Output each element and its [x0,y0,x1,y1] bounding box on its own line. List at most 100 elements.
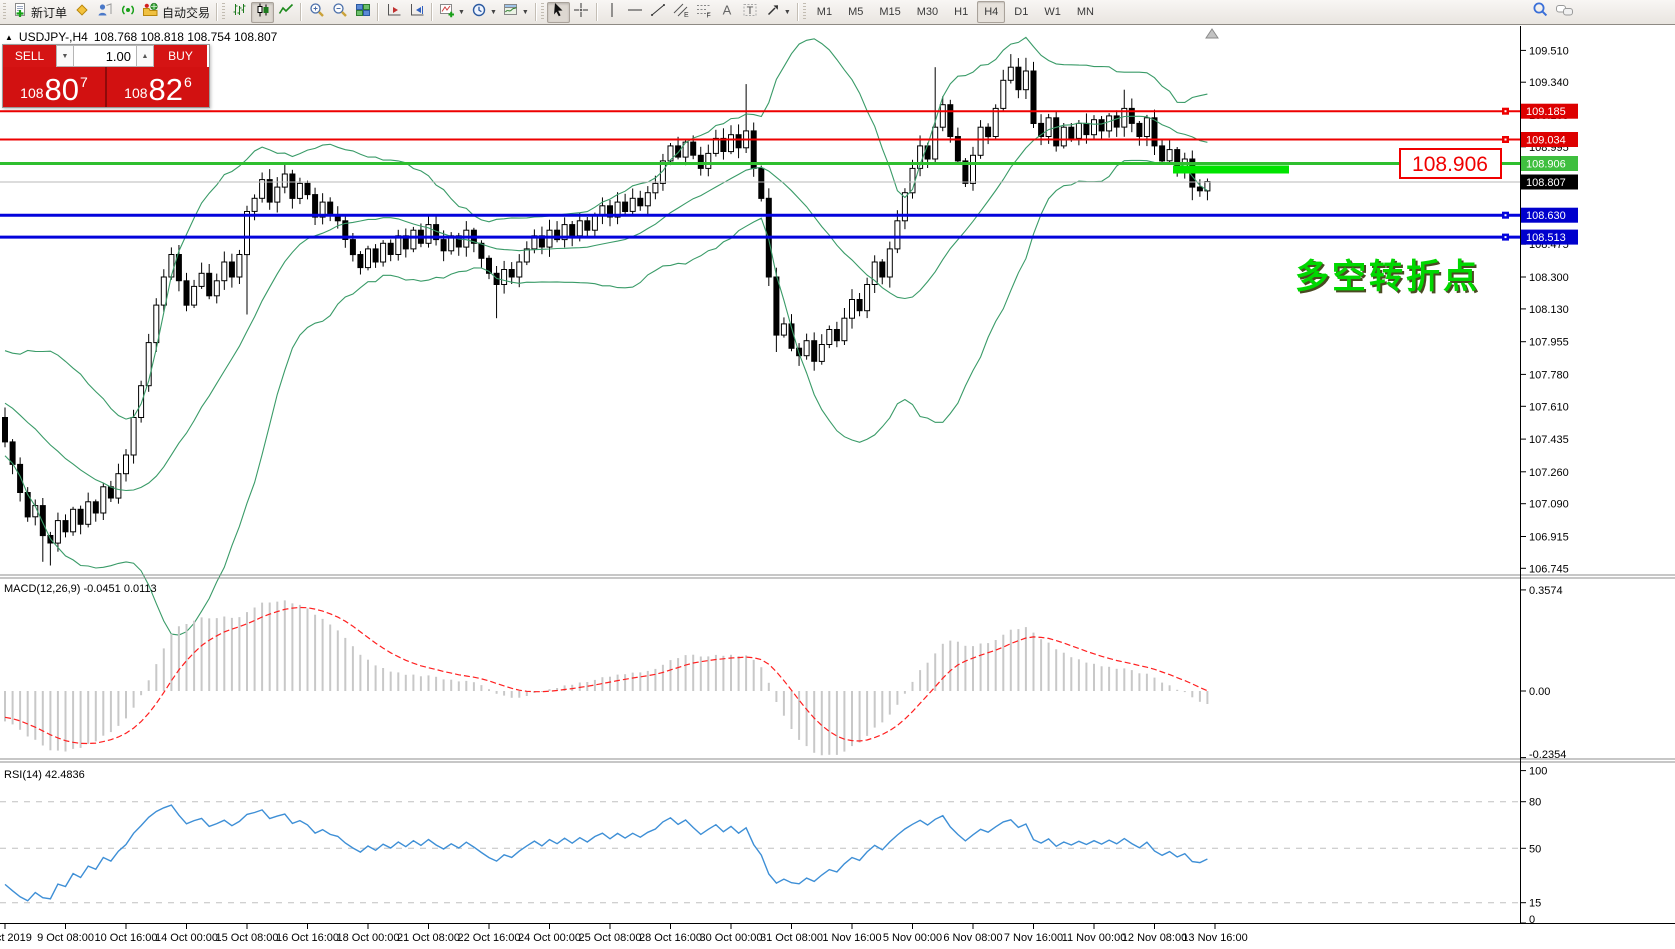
main-toolbar: 新订单 自动交易 ▼ ▼ [0,0,1675,25]
svg-text:22 Oct 16:00: 22 Oct 16:00 [458,932,521,944]
periods-dropdown[interactable]: ▼ [468,2,500,23]
zoom-in-button[interactable] [305,2,328,23]
arrows-dropdown[interactable]: ▼ [762,2,794,23]
tile-windows-icon [355,2,371,23]
chart-header: ▲ USDJPY-,H4 108.768 108.818 108.754 108… [5,30,277,44]
timeframe-W1-button[interactable]: W1 [1044,6,1061,18]
chart-shift-button[interactable] [405,2,428,23]
horizontal-line-icon [627,2,643,23]
bar-chart-icon [232,2,248,23]
autotrading-button[interactable]: 自动交易 [139,2,213,23]
candlestick-button[interactable] [251,1,275,23]
line-chart-icon [278,2,294,23]
crosshair-button[interactable] [570,2,593,23]
ask-quote-button[interactable]: 108 82 6 [107,67,209,107]
svg-text:108.906: 108.906 [1526,159,1566,171]
toolbar-grip [222,3,226,21]
timeframe-M1-button[interactable]: M1 [816,6,833,18]
cursor-icon [550,2,566,23]
chat-button[interactable] [1552,2,1578,23]
svg-text:0: 0 [1529,914,1535,926]
timeframe-M30-button[interactable]: M30 [916,6,939,18]
svg-text:0.3574: 0.3574 [1529,585,1563,597]
new-order-button[interactable]: 新订单 [9,2,70,23]
text-button[interactable]: A [716,2,739,23]
price-annotation-box[interactable]: 108.906 [1399,148,1502,179]
fibonacci-button[interactable]: F [693,2,716,23]
volume-increase-button[interactable]: ▲ [136,45,154,67]
svg-text:9 Oct 08:00: 9 Oct 08:00 [37,932,94,944]
chart-shift-icon [409,2,425,23]
volume-input[interactable] [74,45,136,67]
svg-text:107.955: 107.955 [1529,337,1569,349]
profile-chart-icon [97,2,113,23]
highlight-bar[interactable] [1173,165,1289,174]
collapse-panel-icon[interactable]: ▲ [5,32,13,42]
timeframe-M15-button[interactable]: M15 [879,6,901,18]
svg-text:108.300: 108.300 [1529,272,1569,284]
svg-text:14 Oct 00:00: 14 Oct 00:00 [155,932,218,944]
autotrading-label: 自动交易 [162,5,211,20]
svg-text:6 Nov 08:00: 6 Nov 08:00 [943,932,1002,944]
text-label-button[interactable]: T [739,2,762,23]
svg-text:16 Oct 16:00: 16 Oct 16:00 [276,932,339,944]
volume-decrease-button[interactable]: ▼ [56,45,74,67]
chart-area[interactable]: 109.510109.340109.165108.995108.820108.6… [0,26,1675,949]
svg-text:18 Oct 00:00: 18 Oct 00:00 [337,932,400,944]
svg-text:108.906: 108.906 [1412,153,1488,176]
svg-text:15 Oct 08:00: 15 Oct 08:00 [216,932,279,944]
sell-button[interactable]: SELL [3,45,56,67]
timeframe-H1-button[interactable]: H1 [954,6,969,18]
timeframe-H4-button[interactable]: H4 [977,1,1006,23]
svg-text:31 Oct 08:00: 31 Oct 08:00 [760,932,823,944]
crosshair-icon [573,2,589,23]
diamond-button[interactable] [70,2,93,23]
price-line-badge [1521,229,1578,245]
horizontal-line-button[interactable] [624,2,647,23]
bar-chart-button[interactable] [228,2,251,23]
bid-quote-button[interactable]: 108 80 7 [3,67,105,107]
auto-scroll-icon [386,2,402,23]
svg-text:多空转折点: 多空转折点 [1295,258,1480,296]
svg-text:80: 80 [1529,797,1541,809]
svg-text:30 Oct 00:00: 30 Oct 00:00 [700,932,763,944]
templates-dropdown[interactable]: ▼ [500,2,532,23]
bid-price-figure: 108 [20,85,44,101]
auto-scroll-button[interactable] [382,2,405,23]
toolbar-grip [3,3,6,21]
svg-text:1 Nov 16:00: 1 Nov 16:00 [822,932,881,944]
ask-price-figure: 108 [124,85,148,101]
bollinger-band [4,115,1208,492]
macd-histogram [4,600,1209,756]
dropdown-caret-icon: ▼ [489,8,497,16]
search-icon [1532,1,1549,23]
svg-text:109.510: 109.510 [1529,45,1569,57]
indicators-dropdown[interactable]: ▼ [436,2,468,23]
timeframe-D1-button[interactable]: D1 [1014,6,1029,18]
zoom-out-button[interactable] [328,2,351,23]
profile-chart-button[interactable] [93,2,116,23]
equidistant-channel-button[interactable]: E [670,2,693,23]
cursor-button[interactable] [546,1,570,23]
dropdown-caret-icon: ▼ [783,8,791,16]
trendline-button[interactable] [647,2,670,23]
svg-text:5 Nov 00:00: 5 Nov 00:00 [883,932,942,944]
tile-windows-button[interactable] [351,2,374,23]
line-chart-button[interactable] [274,2,297,23]
new-order-label: 新订单 [31,5,68,20]
signal-icon [120,2,136,23]
candles [2,54,1211,566]
search-button[interactable] [1529,2,1552,23]
buy-button[interactable]: BUY [154,45,207,67]
signal-button[interactable] [116,2,139,23]
zoom-in-icon [309,2,325,23]
timeframe-M5-button[interactable]: M5 [848,6,864,18]
svg-text:107.780: 107.780 [1529,369,1569,381]
toolbar-separator [300,3,303,21]
fibonacci-icon: F [696,2,712,23]
timeframe-MN-button[interactable]: MN [1076,6,1094,18]
shift-marker-icon[interactable] [1205,28,1219,39]
vertical-line-button[interactable] [601,2,624,23]
svg-text:107.435: 107.435 [1529,434,1569,446]
